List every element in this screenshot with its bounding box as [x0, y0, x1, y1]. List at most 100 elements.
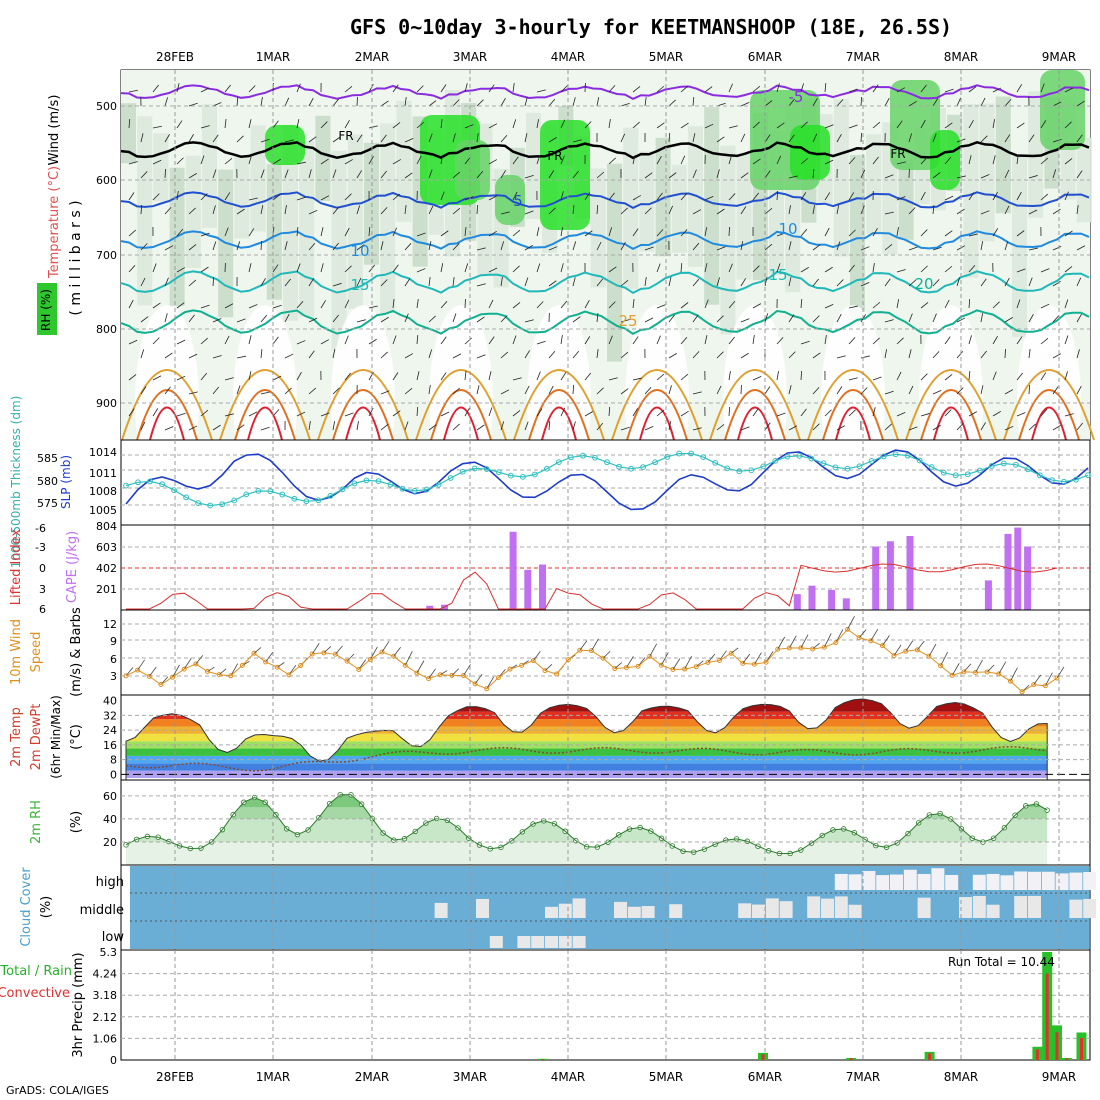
wind-barb — [644, 317, 654, 323]
wind-barb — [464, 124, 474, 129]
wind-barb — [164, 207, 172, 215]
wind-barb — [848, 192, 855, 201]
cloud-middle-block — [917, 897, 931, 918]
tick-label: 20 — [103, 836, 117, 849]
wind-barb — [608, 406, 611, 417]
wind-barb — [872, 376, 882, 381]
wind-barb — [680, 122, 689, 129]
wind-barb — [620, 388, 629, 395]
wind-barb — [680, 262, 683, 273]
wind-barb — [812, 315, 820, 323]
wind-barb — [560, 155, 565, 165]
wind-barb — [956, 97, 962, 107]
rh-shade-band — [1076, 137, 1092, 223]
wind-barb — [596, 349, 599, 359]
cloud-middle-block — [1028, 895, 1041, 918]
tick-label: 580 — [37, 475, 58, 488]
cloud-high-block — [890, 874, 903, 890]
wind10-barb — [335, 645, 343, 655]
thickness-point — [772, 457, 779, 464]
wind-barb — [524, 421, 529, 431]
thickness-point — [928, 464, 935, 470]
wind-barb — [404, 313, 409, 323]
wind-barb — [536, 408, 543, 417]
wind-barb — [524, 97, 528, 107]
wind-barb — [200, 304, 210, 309]
wind-barb — [680, 410, 689, 417]
wind-barb — [968, 155, 972, 165]
wind10-barb — [1010, 667, 1018, 682]
cape-bar — [828, 589, 836, 610]
wind-barb — [512, 83, 515, 93]
wind-barb — [800, 370, 803, 381]
wind10-barb — [544, 664, 553, 671]
thickness-point — [387, 481, 394, 488]
wind10-label-a: 10m Wind — [9, 619, 24, 685]
wind-barb — [596, 204, 599, 215]
cloud-middle-block — [641, 906, 655, 918]
cape-bar — [906, 535, 914, 610]
wind-barb — [752, 408, 759, 417]
contour-label: 10 — [778, 220, 797, 238]
wind-barb — [320, 263, 324, 273]
wind-barb — [704, 263, 708, 273]
wind10-point — [193, 661, 199, 667]
wind-barb — [224, 303, 234, 309]
wind-barb — [524, 210, 534, 215]
cloud-middle-block — [614, 901, 627, 918]
wind10-plot — [123, 615, 1065, 695]
contour-30 — [1018, 389, 1080, 441]
wind-barb — [296, 301, 304, 309]
wind-barb — [476, 204, 478, 215]
wind-barb — [404, 243, 412, 251]
wind-barb — [920, 373, 928, 381]
wind-barb — [368, 156, 374, 165]
thickness-point — [171, 487, 178, 494]
contour-label: FR — [338, 129, 353, 143]
wind-barb — [476, 133, 479, 143]
wind-barb — [356, 421, 359, 431]
tick-label: 40 — [103, 813, 117, 826]
wind10-barb — [800, 634, 809, 649]
rh-color-key — [37, 283, 57, 335]
wind-barb — [692, 314, 699, 323]
wind-barb — [872, 121, 881, 129]
wind-barb — [536, 371, 541, 381]
date-label-top: 4MAR — [551, 50, 586, 64]
wind10-point — [519, 662, 525, 668]
wind-barb — [524, 350, 531, 359]
wind-barb — [308, 136, 317, 143]
wind-barb — [428, 205, 434, 215]
wind-barb — [620, 241, 626, 251]
wind-barb — [944, 88, 954, 93]
wind-barb — [560, 263, 564, 273]
rh-shade-band — [234, 155, 250, 239]
wind-barb — [476, 99, 484, 107]
wind-barb — [680, 373, 689, 381]
wind-barb — [788, 425, 798, 431]
wind-barb — [1064, 230, 1073, 237]
rh-shade-band — [153, 133, 169, 202]
wind10-barb — [416, 660, 425, 674]
wind-barb — [968, 86, 977, 93]
wind-barb — [1004, 205, 1010, 215]
wind-barb — [1004, 317, 1013, 323]
wind-barb — [200, 87, 210, 93]
tick-label: 9 — [110, 635, 117, 648]
wind-barb — [908, 246, 918, 251]
wind-barb — [1028, 277, 1033, 287]
contour-30 — [822, 389, 884, 441]
wind10-barb — [672, 658, 681, 670]
wind-barb — [128, 299, 134, 309]
wind-barb — [944, 299, 950, 309]
tick-label: 40 — [103, 695, 117, 708]
wind-barb — [140, 316, 149, 323]
date-label-top: 9MAR — [1042, 50, 1077, 64]
wind-barb — [740, 318, 750, 323]
wind-barb — [548, 207, 556, 215]
wind-barb — [272, 158, 281, 165]
wind-barb — [776, 83, 780, 93]
wind10-barb — [358, 659, 367, 670]
wind-axis-label: Wind (m/s) — [47, 95, 62, 166]
wind-barb — [908, 426, 918, 431]
